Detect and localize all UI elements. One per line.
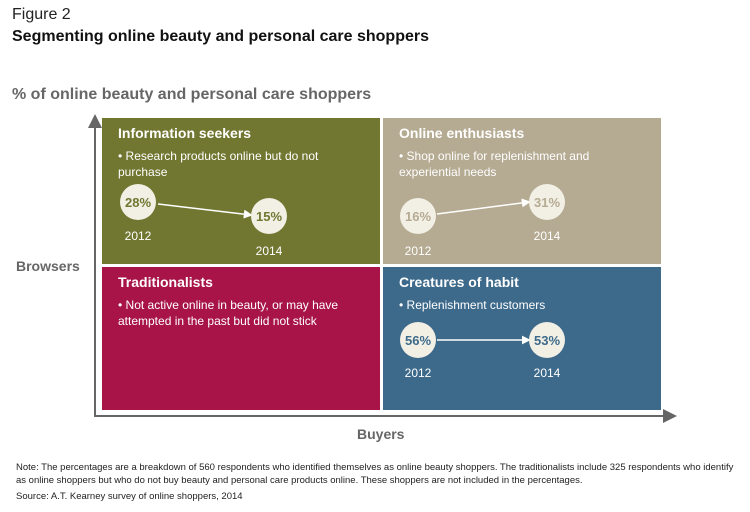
source-note: Source: A.T. Kearney survey of online sh… [16, 491, 243, 502]
year-label-2012: 2012 [404, 366, 432, 380]
quadrant-online-enthusiasts: Online enthusiasts • Shop online for rep… [383, 118, 661, 264]
quadrant-description: • Research products online but do not pu… [118, 149, 319, 179]
value-bubble-2014: 31% [529, 184, 565, 220]
figure-label: Figure 2 [12, 6, 71, 23]
quadrant-description: • Shop online for replenishment and expe… [399, 149, 590, 179]
year-label-2012: 2012 [404, 244, 432, 258]
quadrant-creatures-of-habit: Creatures of habit • Replenishment custo… [383, 267, 661, 410]
quadrant-information-seekers: Information seekers • Research products … [102, 118, 380, 264]
y-axis-label: Browsers [16, 258, 80, 274]
quadrant-title: Online enthusiasts [399, 125, 525, 141]
value-bubble-2012: 16% [400, 198, 436, 234]
quadrant-title: Traditionalists [118, 274, 213, 290]
quadrant-traditionalists: Traditionalists • Not active online in b… [102, 267, 380, 410]
year-label-2012: 2012 [124, 229, 152, 243]
year-label-2014: 2014 [533, 366, 561, 380]
quadrant-title: Creatures of habit [399, 274, 519, 290]
year-label-2014: 2014 [255, 244, 283, 258]
value-bubble-2012: 56% [400, 322, 436, 358]
value-bubble-2012: 28% [120, 184, 156, 220]
chart-title: % of online beauty and personal care sho… [12, 86, 372, 103]
footnote: Note: The percentages are a breakdown of… [16, 462, 734, 486]
quadrant-description: • Not active online in beauty, or may ha… [118, 298, 339, 328]
quadrant-description: • Replenishment customers [399, 298, 546, 312]
x-axis-label: Buyers [357, 426, 405, 442]
value-bubble-2014: 53% [529, 322, 565, 358]
year-label-2014: 2014 [533, 229, 561, 243]
quadrant-title: Information seekers [118, 125, 252, 141]
figure-title: Segmenting online beauty and personal ca… [12, 28, 429, 45]
value-bubble-2014: 15% [251, 198, 287, 234]
